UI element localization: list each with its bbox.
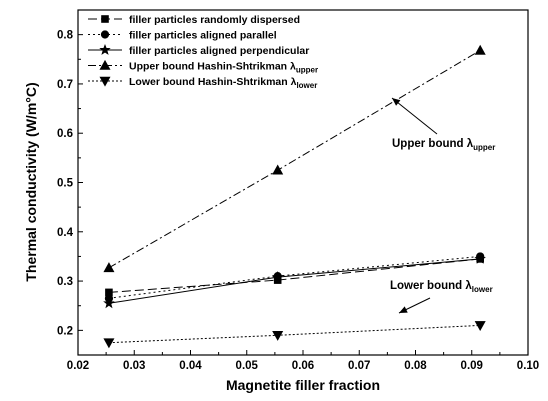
data-point (103, 262, 115, 273)
series-5 (103, 321, 486, 349)
legend-marker (101, 15, 109, 23)
legend-item: filler particles randomly dispersed (88, 14, 300, 26)
x-tick-label: 0.05 (236, 360, 259, 372)
x-tick-label: 0.09 (461, 360, 483, 372)
data-point (271, 271, 284, 282)
series-3 (103, 252, 486, 309)
annotation-lower-bound: Lower bound λlower (390, 280, 493, 294)
data-point (103, 297, 115, 309)
legend-label: filler particles aligned perpendicular (129, 45, 309, 57)
legend-marker (100, 30, 110, 39)
legend-label: Upper bound Hashin-Shtrikman λupper (129, 61, 318, 75)
x-tick-label: 0.03 (123, 360, 145, 372)
y-tick-label: 0.4 (57, 227, 74, 239)
series-4 (103, 44, 486, 273)
legend-item: Upper bound Hashin-Shtrikman λupper (88, 59, 318, 75)
x-tick-label: 0.10 (517, 360, 539, 372)
legend-item: filler particles aligned perpendicular (88, 43, 309, 57)
arrow-upper-bound (391, 97, 438, 135)
legend-marker (99, 59, 111, 70)
arrow-head (399, 306, 408, 313)
x-tick-label: 0.06 (292, 360, 314, 372)
data-point (272, 164, 284, 175)
legend-label: filler particles randomly dispersed (129, 14, 300, 26)
x-tick-label: 0.04 (179, 360, 202, 372)
data-point (272, 330, 284, 341)
data-point (474, 252, 486, 264)
data-point (474, 321, 486, 332)
legend-item: filler particles aligned parallel (88, 30, 277, 42)
series-line (108, 324, 481, 344)
x-tick-label: 0.08 (404, 360, 427, 372)
legend-marker (99, 43, 111, 55)
arrow-head (392, 98, 401, 106)
legend-label: filler particles aligned parallel (129, 30, 277, 42)
arrow-shaft (391, 97, 438, 135)
annotation-upper-bound: Upper bound λupper (392, 138, 495, 152)
data-point (103, 338, 115, 349)
y-tick-label: 0.5 (57, 178, 74, 190)
y-tick-label: 0.6 (57, 128, 73, 140)
data-point (474, 44, 486, 55)
legend-label: Lower bound Hashin-Shtrikman λlower (129, 76, 317, 90)
legend-marker (99, 76, 111, 87)
x-tick-label: 0.02 (67, 360, 89, 372)
arrow-lower-bound (398, 297, 431, 314)
x-axis-title: Magnetite filler fraction (226, 377, 380, 393)
series-line (108, 255, 481, 299)
x-tick-label: 0.07 (348, 360, 370, 372)
y-tick-label: 0.7 (57, 79, 73, 91)
legend-item: Lower bound Hashin-Shtrikman λlower (88, 76, 317, 90)
y-tick-label: 0.2 (57, 325, 73, 337)
y-tick-label: 0.3 (57, 276, 73, 288)
y-axis-title: Thermal conductivity (W/m°C) (23, 82, 39, 281)
y-tick-label: 0.8 (57, 30, 74, 42)
